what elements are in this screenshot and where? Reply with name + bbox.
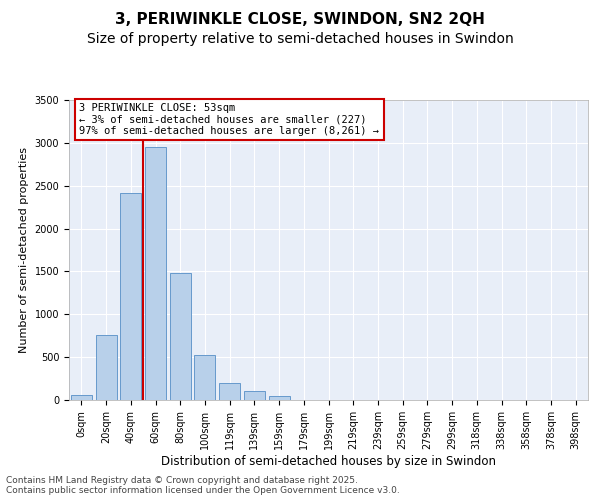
Bar xyxy=(194,354,215,400)
Text: 3 PERIWINKLE CLOSE: 53sqm
← 3% of semi-detached houses are smaller (227)
97% of : 3 PERIWINKLE CLOSE: 53sqm ← 3% of semi-d… xyxy=(79,103,379,136)
Bar xyxy=(95,335,116,400)
Text: Contains HM Land Registry data © Crown copyright and database right 2025.
Contai: Contains HM Land Registry data © Crown c… xyxy=(6,476,400,495)
Bar xyxy=(269,396,290,400)
Y-axis label: Number of semi-detached properties: Number of semi-detached properties xyxy=(19,147,29,353)
Bar xyxy=(120,192,141,400)
Text: 3, PERIWINKLE CLOSE, SWINDON, SN2 2QH: 3, PERIWINKLE CLOSE, SWINDON, SN2 2QH xyxy=(115,12,485,28)
Text: Size of property relative to semi-detached houses in Swindon: Size of property relative to semi-detach… xyxy=(86,32,514,46)
Bar xyxy=(145,147,166,400)
Bar xyxy=(71,396,92,400)
Bar xyxy=(219,383,240,400)
Bar xyxy=(170,273,191,400)
Bar xyxy=(244,391,265,400)
X-axis label: Distribution of semi-detached houses by size in Swindon: Distribution of semi-detached houses by … xyxy=(161,454,496,468)
